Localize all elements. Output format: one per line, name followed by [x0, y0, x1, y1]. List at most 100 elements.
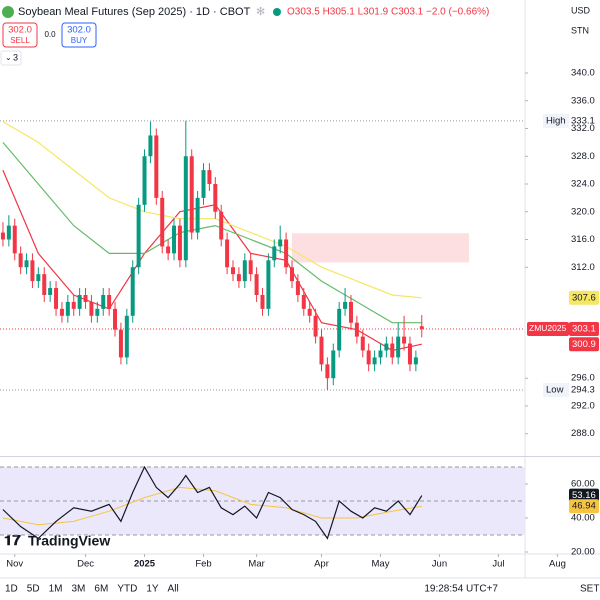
candle-body: [390, 344, 394, 358]
candle-body: [13, 226, 17, 254]
candle-body: [314, 316, 318, 337]
candle-body: [325, 364, 329, 378]
candle-body: [302, 295, 306, 309]
x-tick-label: Mar: [248, 559, 264, 570]
range-button[interactable]: All: [168, 584, 179, 595]
ohlc-values: O303.5 H305.1 L301.9 C303.1 −2.0 (−0.66%…: [287, 7, 489, 18]
range-button[interactable]: 3M: [72, 584, 86, 595]
unit[interactable]: STN: [571, 25, 589, 35]
candle-body: [284, 239, 288, 267]
range-button[interactable]: 5D: [27, 584, 40, 595]
candle-body: [196, 198, 200, 233]
candle-body: [78, 295, 82, 309]
candle-body: [160, 198, 164, 247]
candle-body: [25, 260, 29, 267]
y-tick-label: 316.0: [571, 234, 595, 245]
extreme-value: 333.1: [571, 115, 595, 126]
candle-body: [113, 309, 117, 330]
candle-body: [54, 288, 58, 309]
y-tick-label: 292.0: [571, 400, 595, 411]
x-tick-label: Jun: [432, 559, 447, 570]
rsi-y-tick-label: 20.00: [571, 547, 595, 558]
rsi-pane: [0, 467, 525, 538]
candle-body: [95, 309, 99, 316]
candle-body: [184, 156, 188, 260]
symbol-title: Soybean Meal Futures (Sep 2025) · 1D · C…: [18, 6, 251, 18]
buy-price: 302.0: [67, 25, 91, 36]
candle-body: [143, 156, 147, 205]
rsi-y-tick-label: 40.00: [571, 513, 595, 524]
y-tick-label: 312.0: [571, 262, 595, 273]
candle-body: [243, 260, 247, 281]
candle-body: [166, 246, 170, 253]
session[interactable]: SET: [580, 584, 599, 595]
currency[interactable]: USD: [571, 5, 591, 15]
candle-body: [272, 246, 276, 260]
candle-body: [249, 260, 253, 274]
symbol-icon: [2, 6, 14, 18]
buy-label: BUY: [71, 36, 88, 45]
range-button[interactable]: YTD: [117, 584, 137, 595]
y-tick-label: 296.0: [571, 373, 595, 384]
candle-body: [172, 226, 176, 254]
extreme-label: Low: [546, 385, 564, 396]
logo-text: TradingView: [28, 533, 110, 549]
candle-body: [66, 302, 70, 316]
candle-body: [30, 260, 34, 281]
candle-body: [319, 337, 323, 365]
candle-body: [296, 281, 300, 295]
candle-body: [414, 357, 418, 364]
x-tick-label: Apr: [314, 559, 329, 570]
candle-body: [343, 302, 347, 309]
x-tick-label: Nov: [6, 559, 23, 570]
extreme-label: High: [546, 115, 566, 126]
x-tick-label: Feb: [195, 559, 211, 570]
supply-zone: [292, 233, 469, 262]
range-button[interactable]: 1Y: [146, 584, 159, 595]
candle-body: [225, 239, 229, 267]
spread: 0.0: [44, 30, 56, 39]
candle-body: [384, 344, 388, 351]
range-button[interactable]: 1D: [5, 584, 18, 595]
candle-body: [361, 337, 365, 351]
candle-body: [255, 274, 259, 295]
candle-body: [207, 170, 211, 184]
candle-body: [131, 267, 135, 316]
candle-body: [36, 274, 40, 281]
y-tick-label: 328.0: [571, 151, 595, 162]
candle-body: [72, 302, 76, 309]
candle-body: [237, 274, 241, 281]
candle-body: [308, 309, 312, 316]
candle-body: [42, 274, 46, 295]
candle-body: [278, 239, 282, 246]
symbol-tag-text: ZMU2025: [529, 323, 567, 333]
candle-body: [266, 260, 270, 309]
range-button[interactable]: 6M: [94, 584, 108, 595]
range-button[interactable]: 1M: [49, 584, 63, 595]
candle-body: [84, 295, 88, 302]
snow-icon: ✻: [256, 6, 265, 18]
sell-label: SELL: [10, 36, 30, 45]
candle-body: [119, 330, 123, 358]
candle-body: [190, 156, 194, 232]
screen: Soybean Meal Futures (Sep 2025) · 1D · C…: [0, 0, 600, 600]
candle-body: [261, 295, 265, 309]
price-tag-text: 303.1: [572, 323, 596, 334]
ma-tag-text: 307.6: [572, 292, 596, 303]
x-tick-label: Aug: [549, 559, 566, 570]
y-tick-label: 340.0: [571, 68, 595, 79]
candle-body: [396, 337, 400, 358]
candle-body: [337, 309, 341, 351]
x-tick-label: Dec: [77, 559, 94, 570]
candle-body: [213, 184, 217, 212]
candle-body: [420, 326, 424, 329]
candle-body: [178, 226, 182, 261]
extreme-value: 294.3: [571, 385, 595, 396]
candle-body: [355, 323, 359, 337]
candle-body: [367, 350, 371, 364]
candle-body: [231, 267, 235, 274]
candle-body: [48, 288, 52, 295]
candle-body: [1, 233, 5, 240]
candle-body: [290, 267, 294, 281]
candle-body: [107, 295, 111, 309]
